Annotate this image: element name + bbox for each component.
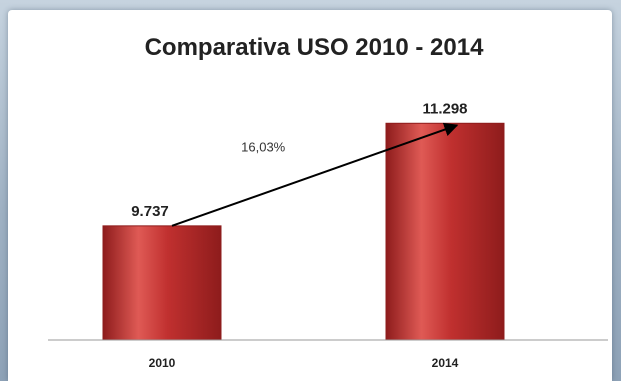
- value-label-2010: 9.737: [131, 203, 169, 220]
- chart-panel: Comparativa USO 2010 - 2014 9.737 2010 11.…: [8, 10, 612, 381]
- growth-percentage-label: 16,03%: [241, 139, 286, 154]
- chart-title: Comparativa USO 2010 - 2014: [145, 34, 484, 61]
- growth-arrow: [171, 122, 459, 227]
- x-tick-label-2010: 2010: [149, 356, 176, 370]
- bar-2014: [385, 122, 505, 341]
- value-label-2014: 11.298: [422, 100, 467, 117]
- x-tick-label-2014: 2014: [432, 356, 459, 370]
- bar-chart: Comparativa USO 2010 - 2014 9.737 2010 11.…: [48, 34, 608, 370]
- bar-2010: [102, 225, 222, 341]
- bars-group: 9.737 2010 11.298 2014: [102, 100, 505, 370]
